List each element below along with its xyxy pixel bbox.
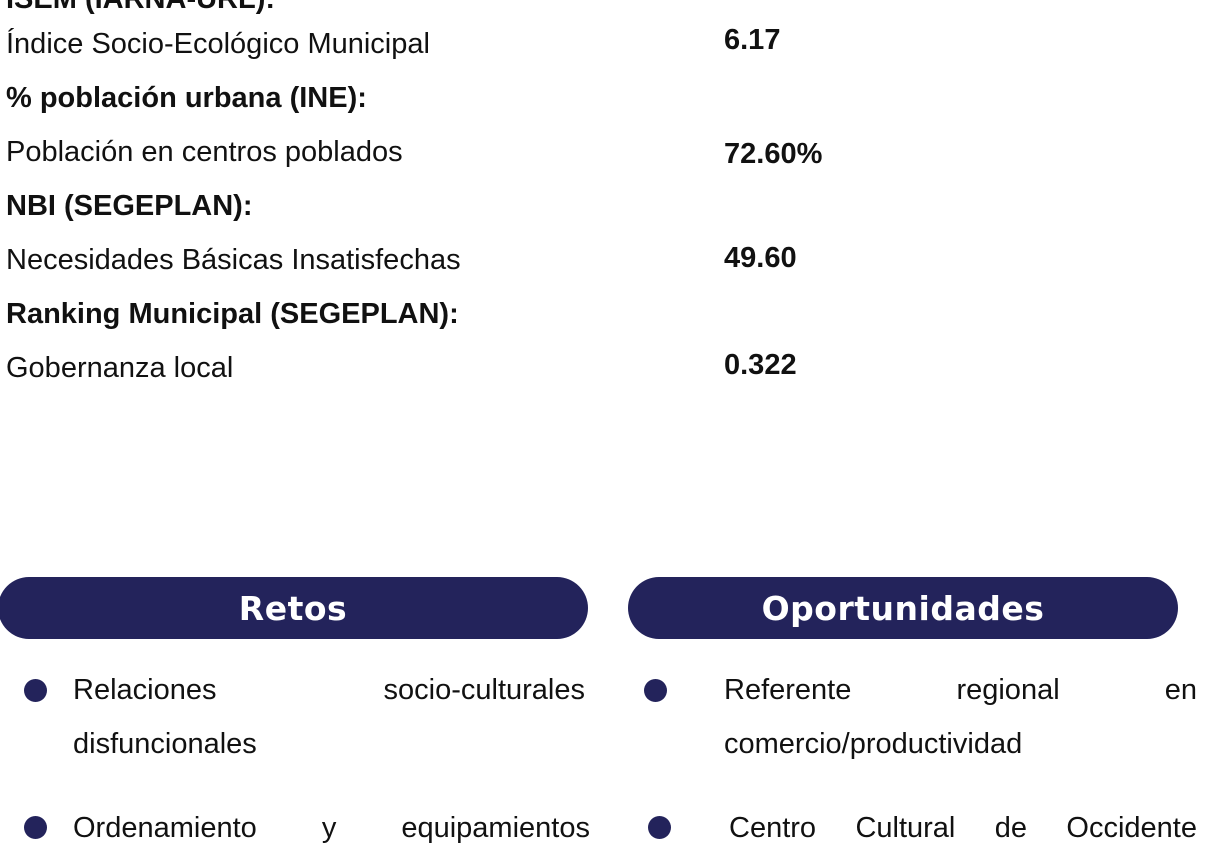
oportunidades-item-1-line-2: comercio/productividad bbox=[724, 728, 1023, 760]
word: en bbox=[1164, 674, 1197, 706]
oportunidades-item-1-line-1: Referente regional en bbox=[724, 676, 1197, 705]
word: Cultural bbox=[855, 812, 956, 844]
word: Ordenamiento bbox=[73, 812, 257, 844]
oportunidades-bullet-icon bbox=[648, 816, 671, 839]
word: Occidente bbox=[1066, 812, 1197, 844]
retos-bullet-icon bbox=[24, 679, 47, 702]
word: regional bbox=[956, 674, 1060, 706]
retos-item-1-line-1: Relaciones socio-culturales bbox=[73, 676, 585, 705]
retos-item-2-line-1: Ordenamiento y equipamientos bbox=[73, 814, 590, 843]
isem-value: 6.17 bbox=[724, 24, 781, 56]
word: Relaciones bbox=[73, 674, 217, 706]
word: de bbox=[994, 812, 1028, 844]
isem-label: Índice Socio-Ecológico Municipal bbox=[6, 28, 430, 60]
ranking-heading: Ranking Municipal (SEGEPLAN): bbox=[6, 298, 459, 330]
nbi-heading: NBI (SEGEPLAN): bbox=[6, 190, 253, 222]
word: socio-culturales bbox=[383, 674, 585, 706]
nbi-label: Necesidades Básicas Insatisfechas bbox=[6, 244, 461, 276]
retos-item-1-line-2: disfuncionales bbox=[73, 728, 257, 760]
word: Referente bbox=[724, 674, 852, 706]
retos-title-pill: Retos bbox=[0, 577, 588, 639]
isem-heading: ISEM (IARNA-URL): bbox=[6, 0, 275, 14]
governance-label: Gobernanza local bbox=[6, 352, 234, 384]
urban-population-heading: % población urbana (INE): bbox=[6, 82, 367, 114]
retos-bullet-icon bbox=[24, 816, 47, 839]
oportunidades-bullet-icon bbox=[644, 679, 667, 702]
word: Centro bbox=[729, 812, 817, 844]
oportunidades-title-pill: Oportunidades bbox=[628, 577, 1178, 639]
word: equipamientos bbox=[401, 812, 590, 844]
oportunidades-item-2-line-1: Centro Cultural de Occidente bbox=[729, 814, 1197, 843]
urban-population-label: Población en centros poblados bbox=[6, 136, 403, 168]
word: y bbox=[321, 812, 337, 844]
nbi-value: 49.60 bbox=[724, 242, 797, 274]
governance-value: 0.322 bbox=[724, 349, 797, 381]
urban-population-value: 72.60% bbox=[724, 138, 823, 170]
